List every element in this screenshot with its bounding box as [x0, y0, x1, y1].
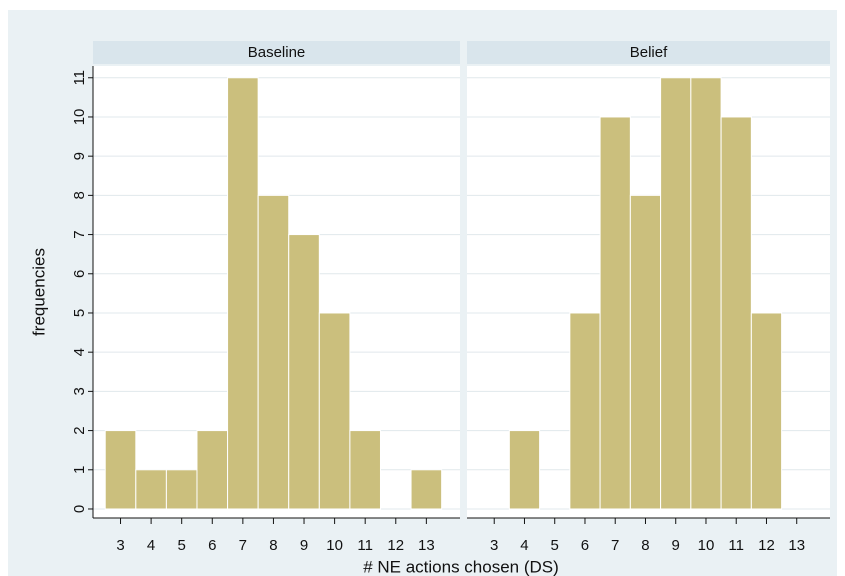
bar: [104, 430, 137, 510]
bar: [690, 77, 722, 510]
x-tick-label: 13: [788, 537, 805, 554]
bar: [227, 77, 259, 510]
bar: [257, 194, 290, 510]
y-tick-label: 0: [71, 505, 88, 513]
x-tick-label: 6: [208, 537, 216, 554]
bar: [318, 312, 351, 510]
y-tick-label: 1: [71, 466, 88, 474]
x-tick-label: 4: [147, 537, 155, 554]
bar: [135, 469, 167, 510]
bar: [750, 312, 783, 510]
x-tick-label: 8: [641, 537, 649, 554]
y-tick-label: 8: [71, 191, 88, 199]
bar: [508, 430, 541, 510]
bar: [569, 312, 601, 510]
bar: [288, 234, 320, 510]
bar: [720, 116, 752, 510]
y-tick-label: 11: [71, 70, 88, 86]
y-tick-label: 7: [71, 230, 88, 238]
x-tick-label: 9: [300, 537, 308, 554]
bar: [196, 430, 229, 510]
x-tick-label: 7: [611, 537, 619, 554]
x-tick-label: 10: [698, 537, 715, 554]
x-tick-label: 5: [551, 537, 559, 554]
bar: [660, 77, 692, 510]
panel-title: Baseline: [248, 44, 306, 61]
x-tick-label: 13: [418, 537, 435, 554]
x-axis-label: # NE actions chosen (DS): [363, 557, 559, 576]
x-tick-label: 9: [672, 537, 680, 554]
x-tick-label: 5: [178, 537, 186, 554]
x-tick-label: 11: [357, 537, 373, 554]
bar: [410, 469, 443, 510]
bar: [599, 116, 631, 510]
x-tick-label: 4: [520, 537, 528, 554]
x-tick-label: 3: [490, 537, 498, 554]
y-tick-label: 5: [71, 309, 88, 317]
y-tick-label: 10: [71, 109, 88, 126]
y-tick-label: 2: [71, 426, 88, 434]
x-tick-label: 12: [758, 537, 775, 554]
strip: [467, 41, 830, 64]
y-tick-label: 6: [71, 270, 88, 278]
x-tick-label: 3: [116, 537, 124, 554]
y-axis-label: frequencies: [29, 248, 48, 336]
y-tick-label: 3: [71, 387, 88, 395]
panel-title: Belief: [630, 44, 668, 61]
x-tick-label: 12: [387, 537, 404, 554]
x-tick-label: 10: [326, 537, 343, 554]
y-tick-label: 4: [71, 348, 88, 356]
x-tick-label: 11: [728, 537, 744, 554]
x-tick-label: 7: [239, 537, 247, 554]
y-tick-label: 9: [71, 152, 88, 160]
x-tick-label: 6: [581, 537, 589, 554]
bar: [349, 430, 381, 510]
strip: [93, 41, 460, 64]
bar: [165, 469, 198, 510]
bar: [629, 194, 662, 510]
x-tick-label: 8: [269, 537, 277, 554]
